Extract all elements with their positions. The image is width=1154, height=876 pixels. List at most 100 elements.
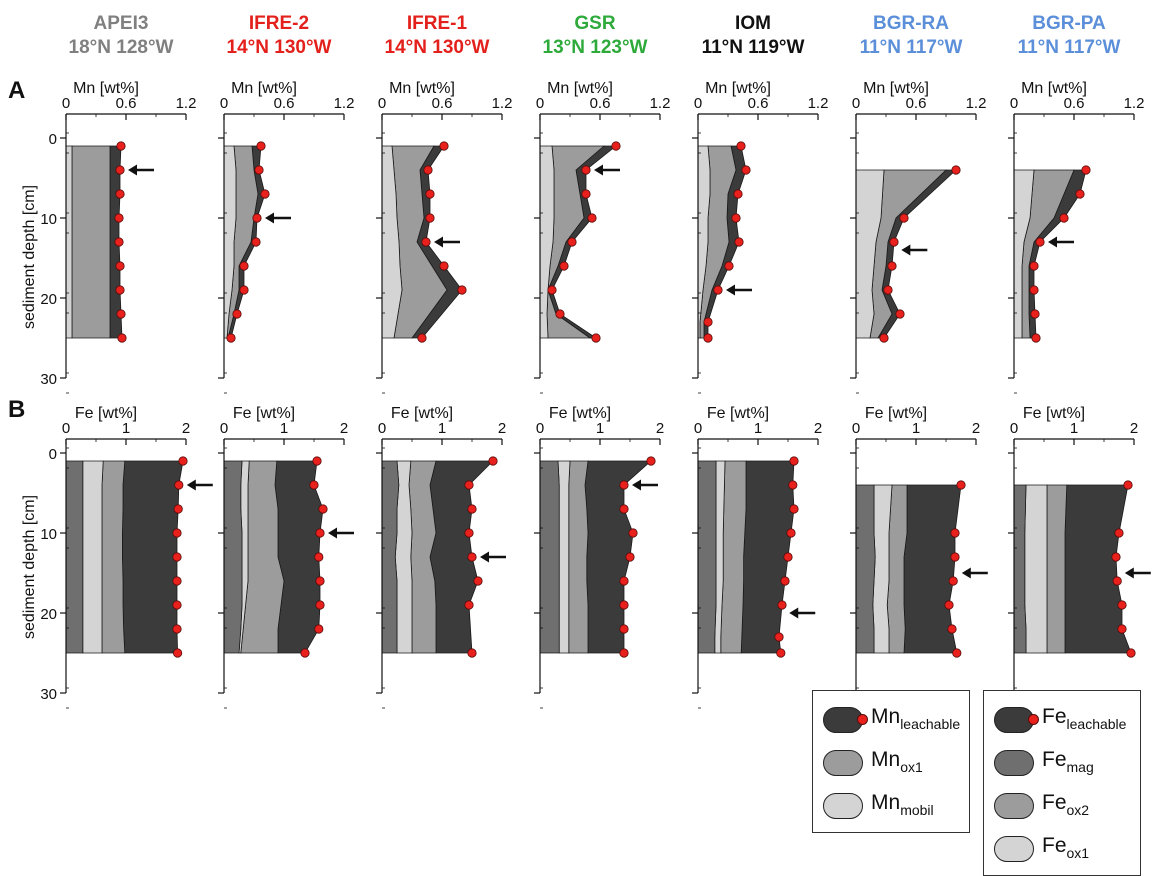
- legend-fe-ox2-sub: ox2: [1066, 802, 1090, 818]
- data-point: [733, 189, 743, 199]
- arrow-icon: [265, 212, 291, 224]
- data-point: [226, 333, 236, 343]
- area-leachable-b-4: [584, 460, 653, 654]
- x-tick-label: 1.2: [650, 95, 671, 112]
- site-coords-3: 14°N 130°W: [385, 37, 490, 58]
- site-coords-2: 14°N 130°W: [227, 37, 332, 58]
- profile-a-7: 0 0.6 1.2 Mn [wt%]: [1008, 80, 1144, 394]
- data-point: [1059, 213, 1069, 223]
- arrow-icon: [901, 244, 928, 256]
- arrow-icon: [632, 479, 658, 491]
- profile-a-1: 0 10 20 30 0 0.6 1.2 Mn [wt%]: [40, 80, 196, 394]
- data-point: [776, 648, 786, 658]
- x-tick-label: 0.6: [274, 95, 295, 112]
- data-point: [1111, 552, 1121, 562]
- data-point: [314, 624, 324, 634]
- data-point: [1126, 648, 1136, 658]
- data-point: [883, 285, 893, 295]
- area-ox2-b-4: [568, 460, 589, 654]
- panel-label-a: A: [8, 77, 25, 104]
- x-tick-label: 0: [1010, 420, 1018, 437]
- data-point: [312, 456, 322, 466]
- x-tick-label: 2: [814, 420, 822, 437]
- legend-mn-leachable-sub: leachable: [900, 716, 961, 732]
- data-point: [116, 141, 126, 151]
- legend-item-fe-ox1: Feox1: [984, 828, 1140, 871]
- legend-fe-mag-base: Fe: [1042, 748, 1067, 771]
- data-point: [417, 333, 427, 343]
- area-ox2-b-7: [1046, 484, 1068, 654]
- data-point: [254, 165, 264, 175]
- data-point: [646, 456, 656, 466]
- y-tick-label: 0: [49, 131, 57, 148]
- data-point: [625, 552, 635, 562]
- data-point: [117, 333, 127, 343]
- data-point: [547, 285, 557, 295]
- data-point: [1114, 528, 1124, 538]
- x-tick-label: 0: [694, 420, 702, 437]
- data-point: [172, 528, 182, 538]
- legend-mn-mobil-base: Mn: [871, 791, 901, 814]
- data-point: [1081, 165, 1091, 175]
- site-name-6: BGR-RA: [873, 13, 949, 34]
- data-point: [300, 648, 310, 658]
- data-point: [619, 600, 629, 610]
- ox2-swatch-icon: [994, 793, 1034, 819]
- data-point: [115, 189, 125, 199]
- mobil-swatch-icon: [823, 793, 863, 819]
- data-point: [724, 261, 734, 271]
- data-point: [251, 237, 261, 247]
- x-tick-label: 0: [1010, 95, 1018, 112]
- data-point: [239, 261, 249, 271]
- x-tick-label: 1.2: [808, 95, 829, 112]
- data-point: [619, 648, 629, 658]
- data-point: [703, 333, 713, 343]
- data-point: [780, 576, 790, 586]
- x-tick-label: 0: [220, 420, 228, 437]
- data-point: [788, 480, 798, 490]
- data-point: [713, 285, 723, 295]
- x-axis-label: Mn [wt%]: [1021, 80, 1087, 97]
- data-point: [956, 480, 966, 490]
- legend-item-fe-ox2: Feox2: [984, 785, 1140, 828]
- profile-a-4: 0 0.6 1.2 Mn [wt%]: [534, 80, 671, 394]
- x-axis-label: Fe [wt%]: [549, 405, 611, 422]
- legend-mn-leachable-base: Mn: [871, 705, 901, 728]
- x-axis-label: Fe [wt%]: [865, 405, 927, 422]
- y-tick-label: 30: [40, 686, 57, 703]
- data-point: [314, 552, 324, 562]
- legend-item-fe-leachable: Feleachable: [984, 699, 1140, 742]
- site-name-7: BGR-PA: [1032, 13, 1106, 34]
- data-point: [619, 504, 629, 514]
- data-point: [439, 261, 449, 271]
- data-point: [315, 600, 325, 610]
- data-point: [116, 309, 126, 319]
- data-point: [178, 456, 188, 466]
- legend-fe-mag-sub: mag: [1066, 759, 1094, 775]
- profile-a-2: 0 0.6 1.2 Mn [wt%]: [218, 80, 355, 394]
- legend-mn-mobil-sub: mobil: [900, 802, 934, 818]
- legend-item-mn-ox1: Mnox1: [813, 742, 969, 785]
- data-point: [173, 648, 183, 658]
- area-mag-b-2: [223, 460, 243, 654]
- data-point: [731, 213, 741, 223]
- data-point: [591, 333, 601, 343]
- data-point: [950, 552, 960, 562]
- x-tick-label: 2: [182, 420, 190, 437]
- x-tick-label: 2: [972, 420, 980, 437]
- data-point: [789, 504, 799, 514]
- y-tick-label: 0: [49, 446, 57, 463]
- data-point: [467, 648, 477, 658]
- profile-b-1: 0 10 20 30 0 1 2 Fe [wt%]: [40, 405, 213, 709]
- area-mag-b-5: [697, 460, 717, 654]
- data-point: [174, 480, 184, 490]
- profile-b-5: 0 1 2 Fe [wt%]: [692, 405, 822, 709]
- data-point: [115, 285, 125, 295]
- data-point: [473, 576, 483, 586]
- data-point: [774, 632, 784, 642]
- data-point: [172, 600, 182, 610]
- x-axis-label: Fe [wt%]: [391, 405, 453, 422]
- x-tick-label: 1.2: [334, 95, 355, 112]
